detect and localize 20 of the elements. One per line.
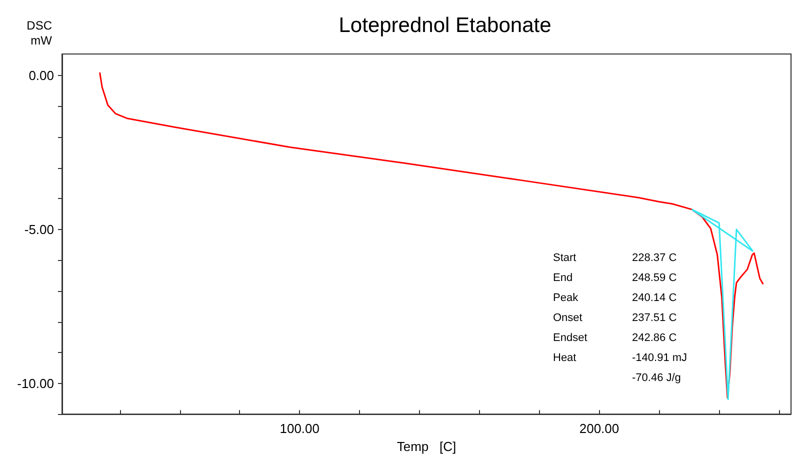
x-axis-title: Temp [C]	[396, 439, 456, 454]
annotation: 242.86 C	[632, 332, 677, 344]
annotation: Start	[553, 252, 576, 264]
annotation: 248.59 C	[632, 272, 677, 284]
annotation: Peak	[553, 292, 579, 304]
chart-title: Loteprednol Etabonate	[338, 14, 552, 37]
x-tick-label: 200.00	[579, 421, 620, 436]
y-tick-label: 0.00	[28, 68, 54, 84]
annotation: Onset	[553, 312, 582, 324]
annotation: 228.37 C	[632, 252, 677, 264]
x-tick-label: 100.00	[280, 421, 320, 436]
annotation: Heat	[553, 352, 576, 364]
annotation: 240.14 C	[632, 292, 677, 304]
annotation: 237.51 C	[632, 312, 677, 324]
annotation: Endset	[553, 332, 588, 344]
annotation: End	[553, 272, 573, 284]
annotation: -140.91 mJ -70.46 J/g	[632, 352, 688, 384]
y-axis-title: DSC mW	[26, 18, 53, 48]
y-tick-label: -5.00	[24, 222, 54, 237]
y-tick-label: -10.00	[17, 376, 54, 391]
